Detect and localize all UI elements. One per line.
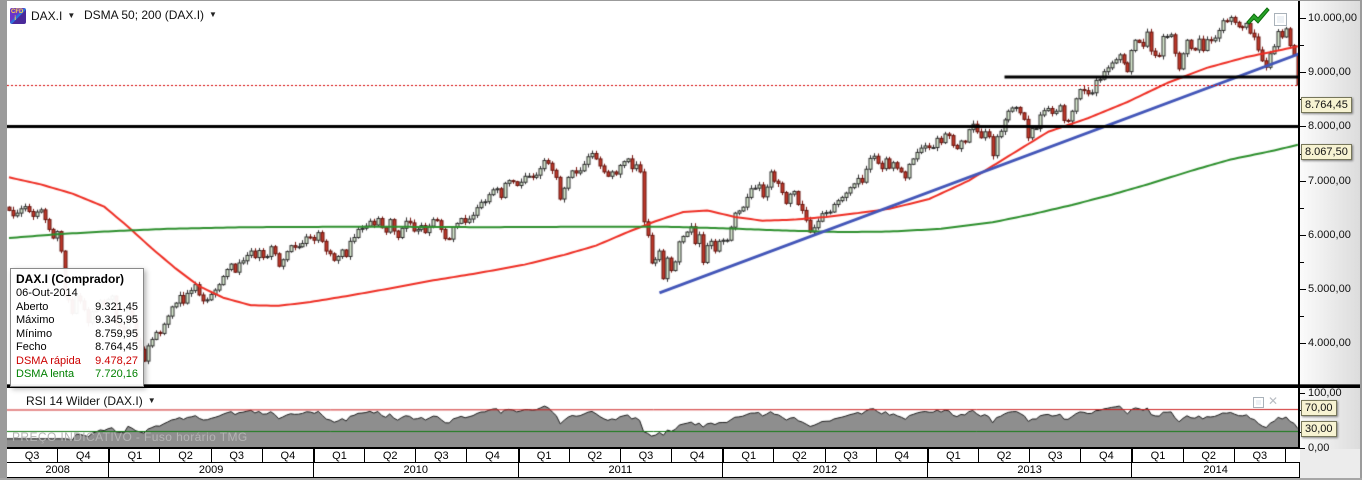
chevron-down-icon: ▼ (209, 10, 217, 19)
price-axis-tick (1300, 126, 1306, 128)
chevron-down-icon: ▼ (67, 11, 76, 20)
tooltip-row-ma-fast: DSMA rápida 9.478,27 (16, 354, 138, 367)
rsi-chart-canvas[interactable] (7, 386, 1300, 447)
time-axis-quarter: Q2 (365, 449, 417, 464)
time-axis-quarter: Q4 (263, 449, 314, 464)
time-axis-quarter: Q3 (621, 449, 673, 464)
cfd-instrument-icon: CFD i (10, 8, 26, 24)
symbol-label: DAX.I (31, 9, 63, 23)
time-axis-quarter: Q1 (927, 449, 979, 464)
tooltip-row-high: Máximo 9.345,95 (16, 314, 138, 326)
window-frame-bottom (0, 478, 1362, 480)
price-axis-label: 10.000,00 (1308, 12, 1357, 24)
time-axis-quarter: Q1 (1132, 449, 1184, 464)
time-axis-quarter: Q3 (826, 449, 877, 464)
tooltip-row-close: Fecho 8.764,45 (16, 341, 138, 353)
tooltip-date: 06-Out-2014 (16, 287, 78, 299)
time-axis-year: 2008 (7, 463, 110, 477)
time-axis-quarter: Q3 (1235, 449, 1286, 464)
rsi-badge: 30,00 (1301, 421, 1337, 437)
price-axis-tick (1300, 316, 1304, 318)
green-flash-icon[interactable] (1245, 6, 1271, 28)
time-axis-quarter: Q2 (570, 449, 621, 464)
price-axis-label: 6.000,00 (1308, 228, 1351, 241)
price-axis-label: 4.000,00 (1308, 337, 1351, 350)
price-axis-label: 5.000,00 (1308, 283, 1351, 295)
indicator-label: DSMA 50; 200 (DAX.I) (84, 8, 205, 22)
time-axis-quarter: Q4 (877, 449, 928, 464)
rsi-axis-tick (1300, 448, 1305, 450)
time-axis-quarter: Q3 (212, 449, 263, 464)
price-badge: 8.067,50 (1301, 144, 1352, 160)
time-axis-year: 2011 (519, 463, 724, 477)
rsi-indicator-selector[interactable]: RSI 14 Wilder (DAX.I) ▼ (24, 394, 160, 408)
time-axis-quarter: Q2 (160, 449, 212, 464)
time-axis-quarters: Q3 Q4 Q1 Q2 Q3 Q4 Q1 Q2 Q3 Q4 Q1 Q2 Q3 Q4 Q1 Q2 Q3 Q4 Q1 Q2… (7, 447, 1300, 464)
price-axis-tick (1300, 18, 1306, 19)
price-badge: 8.764,45 (1301, 97, 1352, 113)
tooltip-row-ma-slow: DSMA lenta 7.720,16 (16, 368, 138, 380)
time-axis-quarter: Q4 (672, 449, 724, 464)
rsi-badge: 70,00 (1301, 400, 1337, 416)
time-axis-quarter: Q4 (467, 449, 519, 464)
bottom-right-filler (1300, 449, 1360, 478)
price-axis-tick (1300, 261, 1304, 263)
time-axis-quarter: Q1 (109, 449, 161, 464)
time-axis-quarter: Q3 (1030, 449, 1082, 464)
price-axis-border (1298, 1, 1300, 478)
time-axis-quarter: Q1 (518, 449, 570, 464)
price-axis-tick (1300, 234, 1306, 236)
price-axis-tick (1300, 289, 1306, 290)
time-axis-quarter: Q1 (723, 449, 775, 464)
time-axis-years: 2008 2009 2010 2011 2012 2013 2014 (7, 462, 1300, 478)
time-axis-quarter: Q4 (58, 449, 110, 464)
tooltip-row-open: Aberto 9.321,45 (16, 300, 138, 313)
price-axis-tick (1300, 343, 1306, 345)
time-axis-quarter: Q3 (416, 449, 468, 464)
time-axis-quarter: Q1 (313, 449, 366, 464)
time-axis-quarter: Q3 (7, 449, 59, 464)
time-axis-quarter: Q2 (1184, 449, 1235, 464)
price-axis-strip (1300, 1, 1360, 477)
time-axis-quarter: Q2 (774, 449, 826, 464)
data-tooltip: DAX.I (Comprador) 06-Out-2014 Aberto 9.32… (10, 268, 144, 387)
time-axis-year: 2014 (1132, 463, 1300, 477)
time-axis-quarter: Q2 (979, 449, 1031, 464)
rsi-axis-label: 0,00 (1308, 442, 1330, 455)
price-axis-tick (1300, 207, 1304, 209)
price-axis-tick (1300, 180, 1306, 182)
panel-separator (7, 384, 1360, 388)
chevron-down-icon: ▼ (147, 396, 156, 405)
price-axis-label: 7.000,00 (1308, 174, 1351, 187)
indicator-selector[interactable]: DSMA 50; 200 (DAX.I) ▼ (84, 8, 217, 22)
price-axis-tick (1300, 45, 1304, 47)
watermark-text: PREÇO INDICATIVO - Fuso horário TMG (12, 430, 248, 444)
main-chart-canvas[interactable] (7, 1, 1300, 385)
close-panel-icon[interactable]: ✕ (1268, 394, 1279, 408)
symbol-selector[interactable]: CFD i DAX.I ▼ (10, 8, 75, 24)
rsi-label-text: RSI 14 Wilder (DAX.I) (26, 394, 143, 408)
price-axis-label: 8.000,00 (1308, 120, 1351, 133)
restore-window-icon[interactable] (1274, 13, 1287, 26)
time-axis-year: 2010 (314, 463, 519, 477)
tooltip-row-low: Mínimo 8.759,95 (16, 327, 138, 340)
time-axis-year: 2012 (723, 463, 928, 477)
tooltip-title: DAX.I (Comprador) (16, 272, 124, 286)
price-axis-label: 9.000,00 (1308, 66, 1351, 79)
time-axis-year: 2009 (109, 463, 314, 477)
restore-panel-icon[interactable] (1253, 397, 1264, 408)
rsi-axis-tick (1300, 393, 1305, 394)
time-axis-quarter: Q4 (1081, 449, 1133, 464)
time-axis-year: 2013 (928, 463, 1133, 477)
rsi-axis-label: 100,00 (1308, 387, 1342, 399)
price-axis-tick (1300, 72, 1306, 74)
